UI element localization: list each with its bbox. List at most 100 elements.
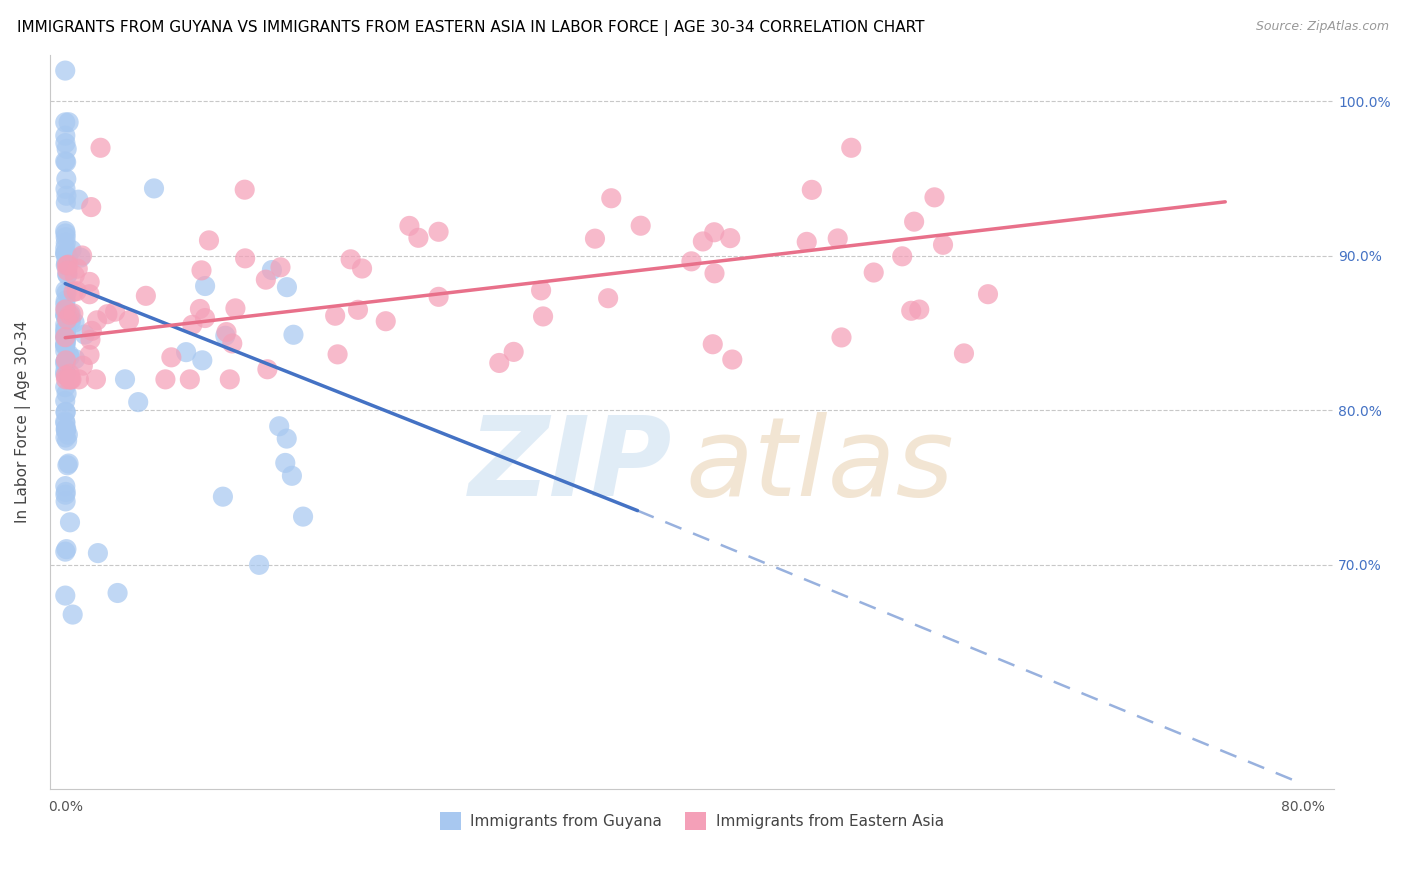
Point <box>339 252 361 267</box>
Point <box>53 380 76 394</box>
Point <box>194 311 217 326</box>
Point <box>79 333 101 347</box>
Point <box>53 479 76 493</box>
Point <box>53 247 76 261</box>
Point <box>53 364 76 378</box>
Point <box>55 142 77 156</box>
Point <box>56 267 79 281</box>
Text: atlas: atlas <box>685 412 953 519</box>
Point <box>53 308 76 322</box>
Point <box>194 279 217 293</box>
Point <box>891 249 914 263</box>
Point <box>55 431 77 445</box>
Point <box>55 293 77 308</box>
Point <box>55 155 77 169</box>
Point <box>55 285 77 300</box>
Point <box>326 347 349 361</box>
Point <box>160 351 183 365</box>
Point <box>718 231 741 245</box>
Point <box>269 260 291 275</box>
Point <box>254 273 277 287</box>
Point <box>531 310 554 324</box>
Point <box>55 542 77 557</box>
Point <box>56 268 79 282</box>
Point <box>903 215 925 229</box>
Point <box>53 241 76 255</box>
Point <box>233 183 256 197</box>
Point <box>87 546 110 560</box>
Point <box>583 232 606 246</box>
Point <box>96 307 118 321</box>
Point <box>55 422 77 436</box>
Point <box>374 314 396 328</box>
Point <box>63 316 86 330</box>
Point <box>598 291 620 305</box>
Point <box>55 331 77 345</box>
Point <box>56 434 79 448</box>
Point <box>62 607 84 622</box>
Point <box>55 485 77 500</box>
Point <box>530 284 553 298</box>
Point <box>55 494 77 508</box>
Point <box>283 327 305 342</box>
Point <box>900 303 922 318</box>
Point <box>221 336 243 351</box>
Point <box>86 313 108 327</box>
Point <box>58 457 80 471</box>
Point <box>190 263 212 277</box>
Point <box>53 224 76 238</box>
Point <box>702 337 724 351</box>
Point <box>502 344 524 359</box>
Point <box>104 304 127 318</box>
Point <box>53 325 76 339</box>
Point <box>56 427 79 442</box>
Point <box>630 219 652 233</box>
Point <box>260 263 283 277</box>
Point <box>55 326 77 340</box>
Point <box>408 231 430 245</box>
Point <box>118 313 141 327</box>
Point <box>58 115 80 129</box>
Point <box>831 330 853 344</box>
Point <box>55 246 77 260</box>
Point <box>924 190 946 204</box>
Point <box>55 235 77 250</box>
Text: IMMIGRANTS FROM GUYANA VS IMMIGRANTS FROM EASTERN ASIA IN LABOR FORCE | AGE 30-3: IMMIGRANTS FROM GUYANA VS IMMIGRANTS FRO… <box>17 20 924 36</box>
Point <box>174 345 197 359</box>
Point <box>862 266 884 280</box>
Point <box>79 287 101 301</box>
Point <box>63 268 86 283</box>
Point <box>59 315 82 329</box>
Point <box>55 304 77 318</box>
Point <box>55 386 77 401</box>
Point <box>66 284 89 298</box>
Point <box>155 372 177 386</box>
Point <box>53 63 76 78</box>
Point <box>214 328 236 343</box>
Point <box>58 347 80 361</box>
Point <box>55 321 77 335</box>
Point <box>908 302 931 317</box>
Point <box>55 322 77 336</box>
Point <box>53 343 76 358</box>
Point <box>55 372 77 386</box>
Point <box>55 405 77 419</box>
Point <box>953 346 976 360</box>
Point <box>59 350 82 364</box>
Point <box>55 227 77 241</box>
Point <box>281 468 304 483</box>
Point <box>55 230 77 244</box>
Point <box>53 302 76 317</box>
Point <box>55 405 77 419</box>
Point <box>269 419 291 434</box>
Point <box>67 372 90 386</box>
Point <box>53 330 76 344</box>
Point <box>84 372 107 386</box>
Point <box>72 359 94 373</box>
Text: Source: ZipAtlas.com: Source: ZipAtlas.com <box>1256 20 1389 33</box>
Point <box>55 334 77 349</box>
Point <box>55 188 77 202</box>
Legend: Immigrants from Guyana, Immigrants from Eastern Asia: Immigrants from Guyana, Immigrants from … <box>433 806 950 836</box>
Point <box>59 372 82 386</box>
Point <box>60 372 83 386</box>
